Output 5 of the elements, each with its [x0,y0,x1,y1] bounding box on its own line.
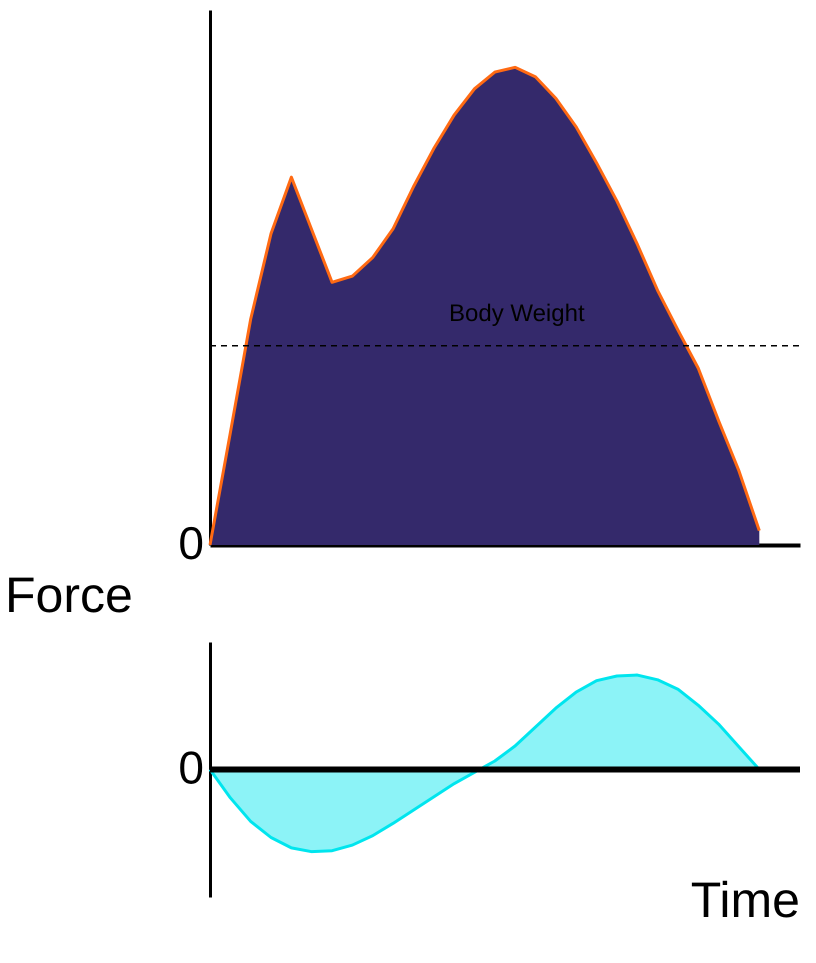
x-axis-title: Time [690,872,800,928]
ref-line-label: Body Weight [448,300,585,327]
text: 0 [178,517,204,569]
text: 0 [178,742,204,794]
y-axis-title: Force [5,567,133,623]
